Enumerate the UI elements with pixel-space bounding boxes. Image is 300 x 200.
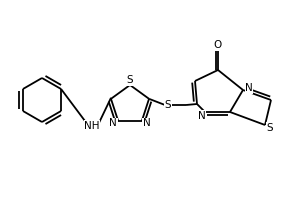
Text: N: N xyxy=(143,118,151,128)
Text: N: N xyxy=(245,83,253,93)
Text: N: N xyxy=(198,111,206,121)
Text: S: S xyxy=(267,123,273,133)
Text: S: S xyxy=(165,100,171,110)
Text: S: S xyxy=(127,75,133,85)
Text: NH: NH xyxy=(84,121,100,131)
Text: N: N xyxy=(110,118,117,128)
Text: O: O xyxy=(214,40,222,50)
